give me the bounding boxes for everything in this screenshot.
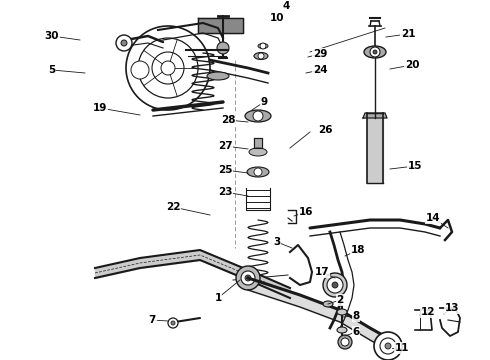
Circle shape [258,53,264,59]
Text: 17: 17 [315,267,329,277]
Text: 16: 16 [299,207,313,217]
Text: 9: 9 [261,97,268,107]
Text: 20: 20 [405,60,419,70]
Text: 2: 2 [336,295,343,305]
Text: 7: 7 [148,315,156,325]
Circle shape [168,318,178,328]
Text: 1: 1 [215,293,221,303]
Text: 13: 13 [445,303,459,313]
Circle shape [241,271,255,285]
Text: 21: 21 [401,29,415,39]
Text: 22: 22 [166,202,180,212]
Text: 23: 23 [218,187,232,197]
Text: 19: 19 [93,103,107,113]
Text: 14: 14 [426,213,441,223]
Circle shape [236,266,260,290]
Circle shape [260,43,266,49]
Text: 12: 12 [421,307,435,317]
Text: 6: 6 [352,327,360,337]
Ellipse shape [337,309,347,315]
Circle shape [385,343,391,349]
Circle shape [171,321,175,325]
Text: 10: 10 [270,13,284,23]
Text: 30: 30 [45,31,59,41]
Circle shape [152,52,184,84]
Text: 27: 27 [218,141,232,151]
Circle shape [254,168,262,176]
Circle shape [161,61,175,75]
Circle shape [373,50,377,54]
Circle shape [138,38,198,98]
Circle shape [341,338,349,346]
Text: 28: 28 [221,115,235,125]
Ellipse shape [207,72,229,80]
Ellipse shape [249,148,267,156]
Circle shape [121,40,127,46]
Text: 26: 26 [318,125,332,135]
Text: 25: 25 [218,165,232,175]
Text: 29: 29 [313,49,327,59]
Text: 18: 18 [351,245,365,255]
Circle shape [116,35,132,51]
Ellipse shape [245,110,271,122]
Text: 3: 3 [273,237,281,247]
Circle shape [327,277,343,293]
Circle shape [131,61,149,79]
Ellipse shape [364,46,386,58]
Ellipse shape [337,327,347,333]
Text: 5: 5 [49,65,56,75]
Circle shape [380,338,396,354]
Ellipse shape [254,53,268,59]
Text: 4: 4 [282,1,290,11]
Text: 8: 8 [352,311,360,321]
Circle shape [370,47,380,57]
Polygon shape [198,18,243,33]
Text: 15: 15 [408,161,422,171]
Circle shape [338,335,352,349]
Circle shape [126,26,210,110]
Ellipse shape [247,167,269,177]
Polygon shape [363,113,387,118]
Ellipse shape [323,301,333,307]
Polygon shape [254,138,262,148]
Circle shape [245,275,251,281]
Circle shape [135,65,145,75]
Text: 11: 11 [395,343,409,353]
Circle shape [253,111,263,121]
Polygon shape [367,113,383,183]
Text: 24: 24 [313,65,327,75]
Circle shape [217,42,229,54]
Circle shape [323,273,347,297]
Ellipse shape [258,44,268,49]
Circle shape [374,332,402,360]
Circle shape [332,282,338,288]
